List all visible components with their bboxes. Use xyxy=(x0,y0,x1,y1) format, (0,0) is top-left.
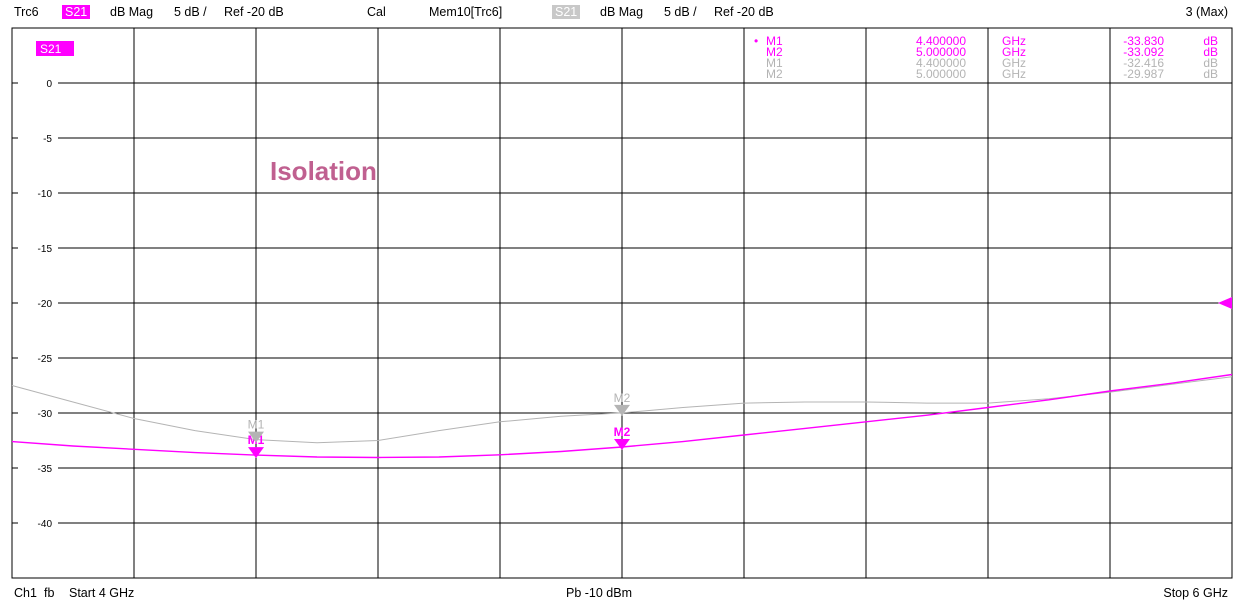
memory-scale[interactable]: 5 dB / xyxy=(664,5,697,19)
trace-marker-label: M2 xyxy=(614,425,631,439)
marker-table-name[interactable]: M2 xyxy=(766,67,783,81)
trace-marker-m1[interactable] xyxy=(248,447,264,459)
trace-label-badge-bg xyxy=(36,41,74,56)
marker-table-vunit: dB xyxy=(1203,45,1218,59)
marker-table-freq: 4.400000 xyxy=(916,56,966,70)
marker-table-name[interactable]: M2 xyxy=(766,45,783,59)
memory-format[interactable]: dB Mag xyxy=(600,5,644,19)
memory-marker-m2[interactable] xyxy=(614,404,630,416)
marker-table-freq: 4.400000 xyxy=(916,34,966,48)
trace-ref[interactable]: Ref -20 dB xyxy=(224,5,284,19)
source-power[interactable]: Pb -10 dBm xyxy=(566,586,633,600)
marker-table-unit: GHz xyxy=(1002,67,1026,81)
y-tick-label: -25 xyxy=(38,354,53,365)
trace-label-badge[interactable]: S21 xyxy=(40,42,62,56)
channel-footer: Ch1 fb Start 4 GHz Pb -10 dBm Stop 6 GHz xyxy=(14,586,1232,602)
y-tick-label: -35 xyxy=(38,464,53,475)
trace-marker-m2[interactable] xyxy=(614,439,630,451)
y-tick-label: -40 xyxy=(38,519,53,530)
marker-table-value: -33.830 xyxy=(1123,34,1164,48)
y-tick-labels: 0 -5 -10 -15 -20 -25 -30 -35 -40 xyxy=(38,79,53,530)
trace-header: Trc6 S21 dB Mag 5 dB / Ref -20 dB Cal Me… xyxy=(14,5,1232,21)
trace-ref-arrow[interactable] xyxy=(1218,297,1232,309)
start-freq[interactable]: Start 4 GHz xyxy=(69,586,135,600)
y-tick-label: -10 xyxy=(38,189,53,200)
marker-table-freq: 5.000000 xyxy=(916,67,966,81)
marker-table-freq: 5.000000 xyxy=(916,45,966,59)
memory-marker-label: M2 xyxy=(614,391,631,405)
marker-table-unit: GHz xyxy=(1002,45,1026,59)
marker-table-vunit: dB xyxy=(1203,67,1218,81)
y-tick-label: -15 xyxy=(38,244,53,255)
marker-table: • M1 4.400000 GHz -33.830 dB M2 5.000000 GHz -33.… xyxy=(754,34,1218,81)
channel-name[interactable]: Ch1 xyxy=(14,586,37,600)
marker-table-unit: GHz xyxy=(1002,56,1026,70)
marker-table-name[interactable]: M1 xyxy=(766,56,783,70)
ref-level-indicator[interactable] xyxy=(1218,297,1232,309)
trace-scale[interactable]: 5 dB / xyxy=(174,5,207,19)
trace-name[interactable]: Trc6 xyxy=(14,5,39,19)
memory-trace-name[interactable]: Mem10[Trc6] xyxy=(429,5,503,19)
sweep-mode: fb xyxy=(44,586,55,600)
chart-title: Isolation xyxy=(270,156,377,186)
marker-group: M1M2M1M2 xyxy=(248,391,631,459)
active-marker-dot: • xyxy=(754,34,758,48)
marker-table-vunit: dB xyxy=(1203,34,1218,48)
marker-table-vunit: dB xyxy=(1203,56,1218,70)
trace-format[interactable]: dB Mag xyxy=(110,5,154,19)
memory-ref[interactable]: Ref -20 dB xyxy=(714,5,774,19)
y-tick-label: -5 xyxy=(43,134,52,145)
y-tick-label: -30 xyxy=(38,409,53,420)
marker-table-value: -32.416 xyxy=(1123,56,1164,70)
y-tick-label: -20 xyxy=(38,299,53,310)
marker-table-name[interactable]: M1 xyxy=(766,34,783,48)
y-tick-label: 0 xyxy=(46,79,52,90)
memory-marker-label: M1 xyxy=(248,418,265,432)
marker-table-unit: GHz xyxy=(1002,34,1026,48)
stop-freq[interactable]: Stop 6 GHz xyxy=(1163,586,1228,600)
marker-table-value: -29.987 xyxy=(1123,67,1164,81)
trace-param-badge[interactable]: S21 xyxy=(62,5,91,19)
memory-param-badge[interactable]: S21 xyxy=(552,5,581,19)
horizontal-grid xyxy=(12,82,1232,524)
marker-table-value: -33.092 xyxy=(1123,45,1164,59)
memory-marker-m1[interactable] xyxy=(248,431,264,443)
cal-status: Cal xyxy=(367,5,386,19)
max-marker-count: 3 (Max) xyxy=(1185,5,1228,19)
